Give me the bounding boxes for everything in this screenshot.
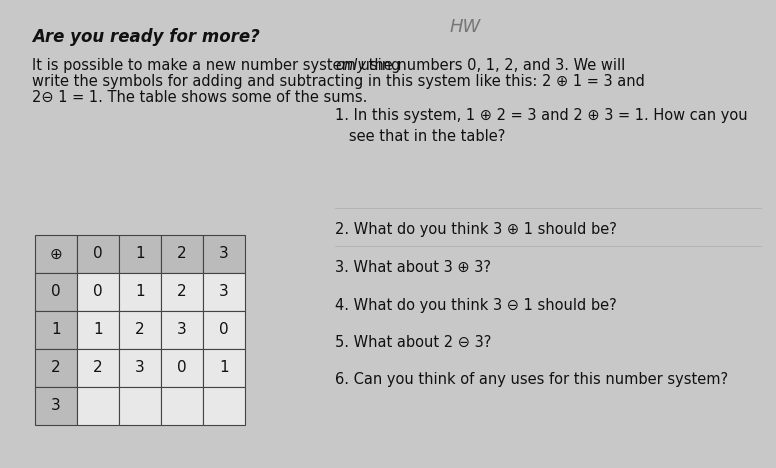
Text: Are you ready for more?: Are you ready for more? bbox=[32, 28, 260, 46]
Text: It is possible to make a new number system using: It is possible to make a new number syst… bbox=[32, 58, 405, 73]
Text: 1: 1 bbox=[219, 360, 229, 375]
Text: 3: 3 bbox=[219, 247, 229, 262]
Bar bbox=[35, 311, 77, 349]
Text: 0: 0 bbox=[51, 285, 61, 300]
Bar bbox=[119, 273, 161, 311]
Bar bbox=[119, 311, 161, 349]
Bar bbox=[203, 311, 245, 349]
Text: only: only bbox=[336, 58, 367, 73]
Bar bbox=[77, 349, 119, 387]
Bar bbox=[161, 273, 203, 311]
Text: 1: 1 bbox=[51, 322, 61, 337]
Bar bbox=[35, 273, 77, 311]
Bar bbox=[119, 349, 161, 387]
Bar bbox=[161, 349, 203, 387]
Text: 2: 2 bbox=[177, 247, 187, 262]
Text: 1: 1 bbox=[135, 247, 145, 262]
Text: 1: 1 bbox=[93, 322, 102, 337]
Text: 0: 0 bbox=[177, 360, 187, 375]
Bar bbox=[161, 387, 203, 425]
Text: 0: 0 bbox=[219, 322, 229, 337]
Text: 2: 2 bbox=[177, 285, 187, 300]
Text: 3. What about 3 ⊕ 3?: 3. What about 3 ⊕ 3? bbox=[335, 260, 491, 275]
Text: HW: HW bbox=[450, 18, 481, 36]
Bar bbox=[77, 273, 119, 311]
Text: the numbers 0, 1, 2, and 3. We will: the numbers 0, 1, 2, and 3. We will bbox=[364, 58, 625, 73]
Bar bbox=[77, 235, 119, 273]
Text: 0: 0 bbox=[93, 247, 102, 262]
Text: 2: 2 bbox=[135, 322, 145, 337]
Text: 3: 3 bbox=[51, 398, 61, 414]
Text: 6. Can you think of any uses for this number system?: 6. Can you think of any uses for this nu… bbox=[335, 372, 728, 387]
Text: 1. In this system, 1 ⊕ 2 = 3 and 2 ⊕ 3 = 1. How can you
   see that in the table: 1. In this system, 1 ⊕ 2 = 3 and 2 ⊕ 3 =… bbox=[335, 108, 747, 144]
Text: 2: 2 bbox=[51, 360, 61, 375]
Bar bbox=[119, 387, 161, 425]
Text: 3: 3 bbox=[135, 360, 145, 375]
Bar bbox=[77, 387, 119, 425]
Bar bbox=[35, 387, 77, 425]
Bar bbox=[203, 387, 245, 425]
Bar bbox=[161, 311, 203, 349]
Bar bbox=[35, 349, 77, 387]
Text: 2⊖ 1 = 1. The table shows some of the sums.: 2⊖ 1 = 1. The table shows some of the su… bbox=[32, 90, 367, 105]
Text: 3: 3 bbox=[177, 322, 187, 337]
Bar bbox=[161, 235, 203, 273]
Text: 0: 0 bbox=[93, 285, 102, 300]
Bar bbox=[119, 235, 161, 273]
Bar bbox=[203, 349, 245, 387]
Text: 2: 2 bbox=[93, 360, 102, 375]
Text: 4. What do you think 3 ⊖ 1 should be?: 4. What do you think 3 ⊖ 1 should be? bbox=[335, 298, 617, 313]
Bar bbox=[203, 235, 245, 273]
Bar bbox=[35, 235, 77, 273]
Text: write the symbols for adding and subtracting in this system like this: 2 ⊕ 1 = 3: write the symbols for adding and subtrac… bbox=[32, 74, 645, 89]
Text: 2. What do you think 3 ⊕ 1 should be?: 2. What do you think 3 ⊕ 1 should be? bbox=[335, 222, 617, 237]
Text: 3: 3 bbox=[219, 285, 229, 300]
Bar bbox=[203, 273, 245, 311]
Bar bbox=[77, 311, 119, 349]
Text: ⊕: ⊕ bbox=[50, 247, 62, 262]
Text: 1: 1 bbox=[135, 285, 145, 300]
Text: 5. What about 2 ⊖ 3?: 5. What about 2 ⊖ 3? bbox=[335, 335, 491, 350]
